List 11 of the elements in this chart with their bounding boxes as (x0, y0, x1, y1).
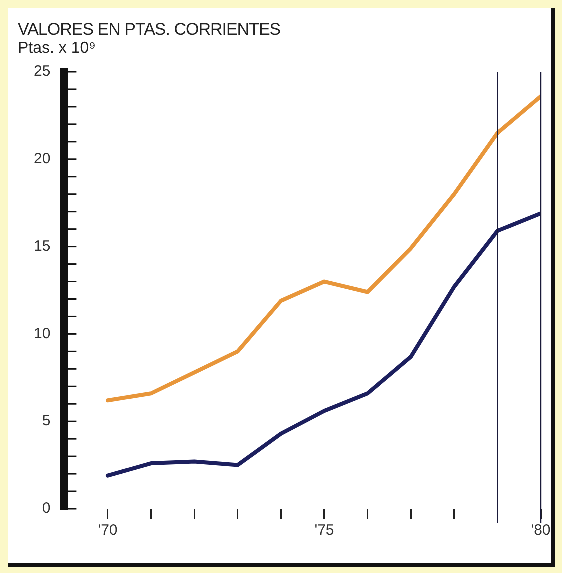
y-tick-label: 0 (42, 500, 51, 518)
y-axis-title: Ptas. x 10⁹ (18, 40, 96, 58)
x-tick-label: '70 (98, 522, 118, 540)
chart-title: VALORES EN PTAS. CORRIENTES (18, 20, 281, 40)
y-tick-label: 10 (34, 325, 51, 342)
y-tick-label: 20 (34, 150, 51, 168)
y-tick-label: 15 (34, 238, 51, 255)
x-tick-label: '75 (314, 522, 334, 540)
x-tick-label: '80 (531, 522, 551, 540)
y-tick-label: 25 (34, 63, 51, 80)
y-tick-label: 5 (42, 412, 51, 430)
